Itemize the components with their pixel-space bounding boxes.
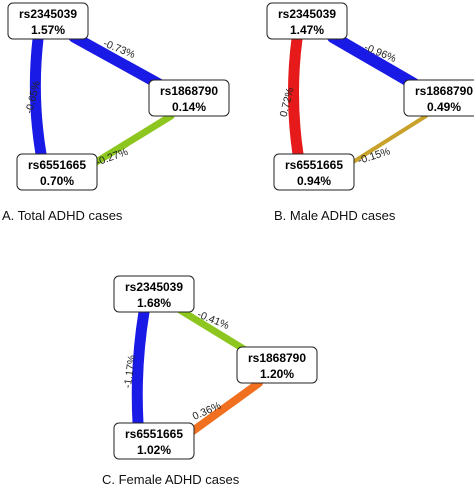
snp-name: rs2345039 xyxy=(278,7,336,21)
snp-value: 1.47% xyxy=(290,23,324,37)
snp-value: 0.70% xyxy=(40,174,74,188)
snp-name: rs6551665 xyxy=(285,158,343,172)
edge-top-right xyxy=(327,31,420,90)
snp-name: rs2345039 xyxy=(125,280,183,294)
snp-name: rs6551665 xyxy=(125,427,183,441)
snp-value: 1.57% xyxy=(31,23,65,37)
node-box xyxy=(266,2,348,40)
node-box xyxy=(113,275,195,313)
snp-node-bottom: rs6551665 0.70% xyxy=(16,153,98,191)
node-box xyxy=(113,422,195,460)
edge-label-top-bottom: -1.17% xyxy=(122,354,139,389)
snp-name: rs6551665 xyxy=(28,158,86,172)
edge-top-bottom xyxy=(287,33,304,160)
panel-caption: A. Total ADHD cases xyxy=(2,208,123,223)
edge-bottom-right xyxy=(348,114,428,166)
panel-caption: C. Female ADHD cases xyxy=(102,472,240,487)
snp-value: 1.68% xyxy=(137,296,171,310)
snp-value: 0.94% xyxy=(297,174,331,188)
snp-node-bottom: rs6551665 0.94% xyxy=(273,153,355,191)
snp-value: 1.02% xyxy=(137,443,171,457)
node-box xyxy=(7,2,89,40)
panel-male-adhd: -0.96%0.72%-0.15%rs23450391.47%rs1868790… xyxy=(266,2,474,223)
snp-node-top: rs2345039 1.57% xyxy=(7,2,89,40)
snp-node-right: rs1868790 1.20% xyxy=(236,346,318,384)
snp-node-top: rs2345039 1.68% xyxy=(113,275,195,313)
edge-top-right xyxy=(68,31,165,90)
snp-value: 1.20% xyxy=(260,367,294,381)
node-box xyxy=(148,79,230,117)
edge-bottom-right xyxy=(89,112,175,168)
node-box xyxy=(16,153,98,191)
snp-node-top: rs2345039 1.47% xyxy=(266,2,348,40)
panel-female-adhd: -0.41%-1.17%0.36%rs23450391.68%rs1868790… xyxy=(102,275,318,487)
edge-bottom-right xyxy=(186,379,263,437)
snp-name: rs1868790 xyxy=(248,351,306,365)
panel-total-adhd: -0.73%-0.65%-0.27%rs23450391.57%rs186879… xyxy=(2,2,230,223)
edge-top-bottom xyxy=(131,306,150,429)
snp-name: rs1868790 xyxy=(160,84,218,98)
edges xyxy=(29,31,175,168)
node-box xyxy=(236,346,318,384)
snp-node-right: rs1868790 0.49% xyxy=(403,79,474,117)
node-box xyxy=(403,79,474,117)
snp-node-right: rs1868790 0.14% xyxy=(148,79,230,117)
panel-caption: B. Male ADHD cases xyxy=(274,208,396,223)
snp-value: 0.49% xyxy=(427,100,461,114)
node-box xyxy=(273,153,355,191)
snp-node-bottom: rs6551665 1.02% xyxy=(113,422,195,460)
snp-name: rs1868790 xyxy=(415,84,473,98)
snp-name: rs2345039 xyxy=(19,7,77,21)
edges xyxy=(287,31,428,166)
edge-top-bottom xyxy=(29,33,47,160)
snp-value: 0.14% xyxy=(172,100,206,114)
